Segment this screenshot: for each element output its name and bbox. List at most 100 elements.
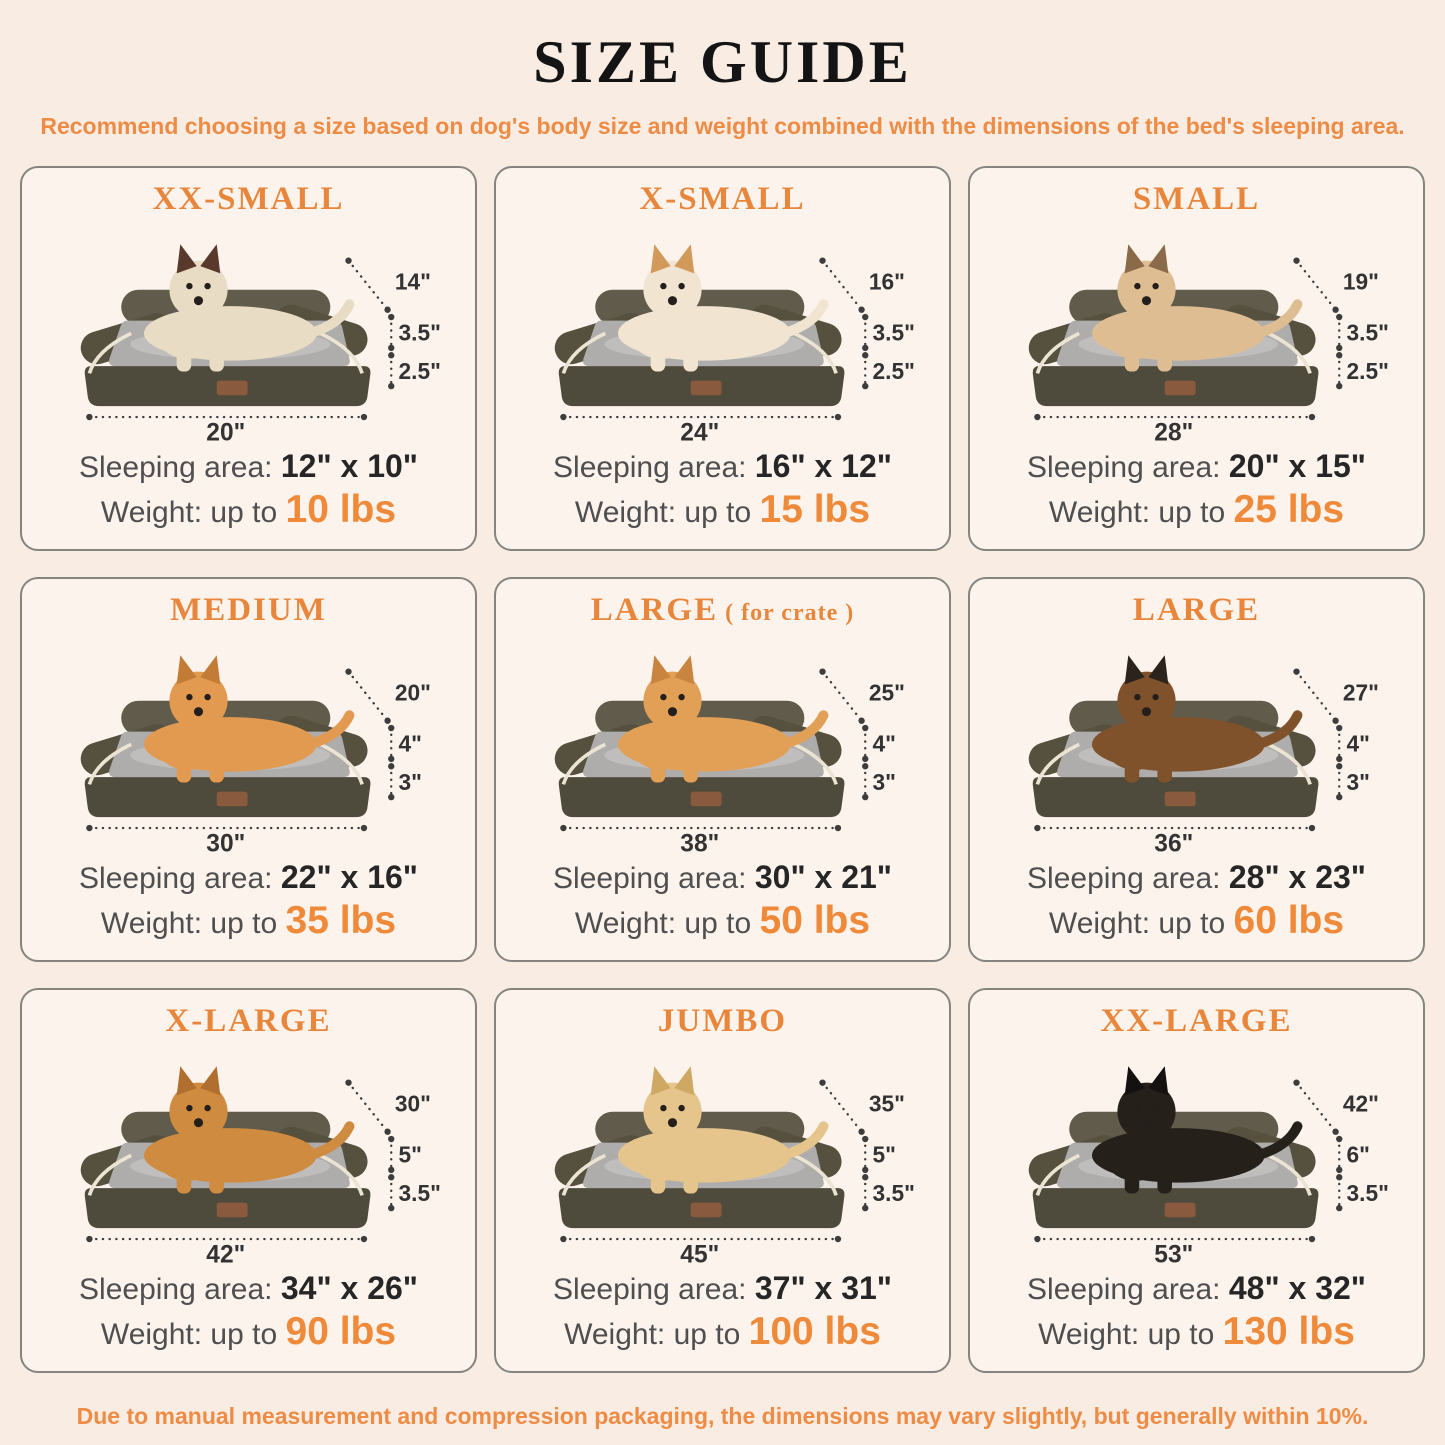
dim-upper: 4" (1347, 730, 1370, 756)
size-name: SMALL (1132, 181, 1261, 217)
dim-lower: 3" (399, 768, 422, 794)
size-name: JUMBO (657, 1003, 788, 1039)
weight-label: Weight: up to (1048, 496, 1226, 530)
bed-illustration: 19" 3.5" 2.5" 28" (1028, 243, 1389, 446)
pet-silhouette-corgi (143, 671, 355, 783)
dim-upper: 3.5" (873, 319, 915, 345)
weight-value: 100 lbs (748, 1310, 881, 1354)
sleeping-area-value: 16" x 12" (754, 447, 892, 484)
sleeping-area-value: 28" x 23" (1228, 858, 1366, 895)
weight-label: Weight: up to (1038, 1318, 1215, 1352)
size-card-large: LARGE (968, 577, 1425, 962)
dim-lower: 2.5" (399, 357, 441, 383)
weight-label: Weight: up to (100, 496, 278, 530)
pet-silhouette-shiba-inu (617, 671, 829, 783)
dim-diagonal: 16" (869, 268, 905, 294)
sleeping-area-value: 30" x 21" (754, 858, 892, 895)
bed-illustration: 16" 3.5" 2.5" 24" (554, 243, 915, 446)
pet-silhouette-maltese-puppy (617, 260, 829, 372)
weight-line: Weight: up to 130 lbs (1038, 1308, 1355, 1357)
pet-face (186, 1104, 211, 1127)
page-title: SIZE GUIDE (533, 29, 912, 95)
size-name: XX-SMALL (152, 181, 345, 217)
weight-line: Weight: up to 100 lbs (564, 1308, 881, 1357)
size-card-small: SMALL (968, 166, 1425, 551)
weight-value: 15 lbs (759, 488, 871, 532)
weight-label: Weight: up to (564, 1318, 741, 1352)
page-subtitle: Recommend choosing a size based on dog's… (40, 113, 1405, 139)
dimension-annotations: 27" 4" 3" 36" (1034, 668, 1379, 857)
pet-face (660, 693, 685, 716)
dim-upper: 4" (399, 730, 422, 756)
dim-diagonal: 19" (1343, 268, 1379, 294)
bed-illustration: 25" 4" 3" 38" (554, 654, 905, 857)
weight-value: 130 lbs (1222, 1310, 1355, 1354)
dim-width: 42" (206, 1241, 245, 1267)
sleeping-area-line: Sleeping area: 30" x 21" (553, 857, 892, 898)
dim-diagonal: 25" (869, 679, 905, 705)
dimension-annotations: 14" 3.5" 2.5" 20" (86, 257, 441, 446)
sleeping-area-label: Sleeping area: (1027, 450, 1221, 484)
size-name: LARGE (1132, 592, 1261, 628)
pet-ears (1124, 654, 1169, 685)
sleeping-area-value: 48" x 32" (1228, 1269, 1366, 1306)
pet-ears (176, 1065, 221, 1096)
dimension-annotations: 42" 6" 3.5" 53" (1034, 1079, 1389, 1268)
pet-ears (1124, 1065, 1169, 1096)
dim-upper: 3.5" (1347, 319, 1389, 345)
size-card-medium: MEDIUM (20, 577, 477, 962)
card-title: MEDIUM (170, 593, 327, 628)
size-card-xx-large: XX-LARGE (968, 988, 1425, 1373)
pet-silhouette-yellow-labrador (617, 1082, 829, 1194)
bed-illustration: 35" 5" 3.5" 45" (554, 1065, 915, 1268)
pet-ears (650, 1065, 695, 1096)
weight-value: 35 lbs (285, 899, 397, 943)
weight-label: Weight: up to (574, 907, 752, 941)
sleeping-area-line: Sleeping area: 20" x 15" (1027, 446, 1366, 487)
weight-line: Weight: up to 10 lbs (101, 486, 396, 535)
size-name: XX-LARGE (1100, 1003, 1293, 1039)
dim-width: 24" (680, 419, 719, 445)
weight-label: Weight: up to (1048, 907, 1226, 941)
dim-diagonal: 20" (395, 679, 431, 705)
dim-width: 53" (1154, 1241, 1193, 1267)
sleeping-area-value: 20" x 15" (1228, 447, 1366, 484)
sleeping-area-line: Sleeping area: 28" x 23" (1027, 857, 1366, 898)
weight-value: 10 lbs (285, 488, 397, 532)
dimension-annotations: 35" 5" 3.5" 45" (560, 1079, 915, 1268)
dim-width: 38" (680, 830, 719, 856)
card-title: XX-LARGE (1100, 1004, 1292, 1039)
sleeping-area-line: Sleeping area: 48" x 32" (1027, 1268, 1366, 1309)
card-title: SMALL (1133, 182, 1260, 217)
pet-face (186, 282, 211, 305)
sleeping-area-value: 34" x 26" (280, 1269, 418, 1306)
dimension-annotations: 19" 3.5" 2.5" 28" (1034, 257, 1389, 446)
dimension-annotations: 20" 4" 3" 30" (86, 668, 431, 857)
sleeping-area-label: Sleeping area: (79, 1272, 273, 1306)
dimension-annotations: 16" 3.5" 2.5" 24" (560, 257, 915, 446)
dim-lower: 3" (1347, 768, 1370, 794)
dim-lower: 3" (873, 768, 896, 794)
dim-diagonal: 14" (395, 268, 431, 294)
dimension-annotations: 25" 4" 3" 38" (560, 668, 905, 857)
sleeping-area-label: Sleeping area: (79, 450, 273, 484)
weight-value: 25 lbs (1233, 488, 1345, 532)
weight-line: Weight: up to 35 lbs (101, 897, 396, 946)
sleeping-area-line: Sleeping area: 12" x 10" (79, 446, 418, 487)
size-card-grid: XX-SMALL (20, 166, 1425, 1373)
dim-upper: 4" (873, 730, 896, 756)
weight-value: 90 lbs (285, 1310, 397, 1354)
size-name-suffix: ( for crate ) (718, 600, 855, 626)
dim-width: 30" (206, 830, 245, 856)
dim-width: 45" (680, 1241, 719, 1267)
card-title: X-SMALL (639, 182, 805, 217)
dim-width: 20" (206, 419, 245, 445)
card-title: JUMBO (658, 1004, 787, 1039)
dim-upper: 5" (399, 1141, 422, 1167)
card-title: LARGE ( for crate ) (591, 593, 855, 628)
pet-face (1134, 1104, 1159, 1127)
weight-line: Weight: up to 90 lbs (101, 1308, 396, 1357)
pet-ears (176, 243, 221, 274)
weight-line: Weight: up to 15 lbs (575, 486, 870, 535)
